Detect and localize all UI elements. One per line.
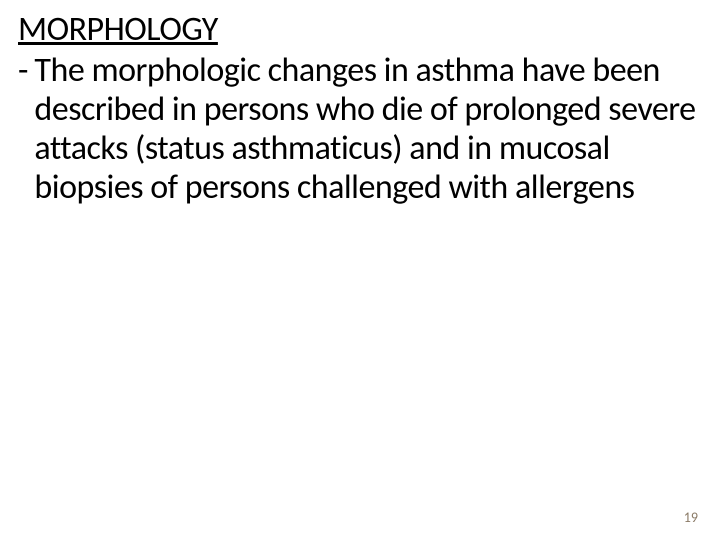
slide-container: MORPHOLOGY - The morphologic changes in … (0, 0, 720, 540)
bullet-text: The morphologic changes in asthma have b… (34, 51, 702, 207)
bullet-row: - The morphologic changes in asthma have… (18, 51, 702, 207)
page-number: 19 (684, 509, 698, 526)
bullet-marker: - (18, 51, 34, 90)
slide-heading: MORPHOLOGY (18, 10, 702, 49)
